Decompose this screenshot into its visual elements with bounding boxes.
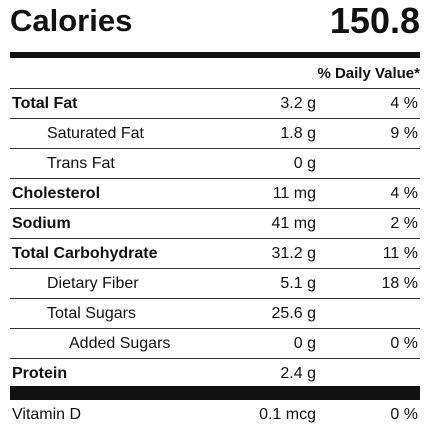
nutrient-daily-value: 9 %: [390, 125, 418, 142]
nutrient-row: Total Carbohydrate 31.2 g 11 %: [10, 239, 420, 269]
nutrient-amount: 2.4 g: [280, 365, 316, 382]
nutrient-name: Trans Fat: [47, 155, 115, 172]
daily-value-header: % Daily Value*: [317, 65, 420, 82]
nutrient-amount: 31.2 g: [271, 245, 316, 262]
nutrient-name: Protein: [12, 365, 68, 382]
nutrient-amount: 5.1 g: [280, 275, 316, 292]
nutrient-name: Added Sugars: [69, 335, 171, 352]
calories-title: Calories: [10, 3, 133, 38]
nutrient-name: Total Carbohydrate: [12, 245, 158, 262]
nutrient-row: Sodium 41 mg 2 %: [10, 209, 420, 239]
nutrient-table: Total Fat 3.2 g 4 % Saturated Fat 1.8 g …: [10, 89, 420, 389]
vitamin-name: Vitamin D: [12, 406, 82, 423]
nutrient-name: Sodium: [12, 215, 71, 232]
nutrient-amount: 25.6 g: [271, 305, 316, 322]
nutrient-name: Saturated Fat: [47, 125, 144, 142]
nutrient-name: Total Fat: [12, 95, 78, 112]
nutrient-daily-value: 18 %: [381, 275, 418, 292]
nutrient-daily-value: 0 %: [390, 335, 418, 352]
nutrient-row: Dietary Fiber 5.1 g 18 %: [10, 269, 420, 299]
nutrient-row: Total Sugars 25.6 g: [10, 299, 420, 329]
nutrient-daily-value: 11 %: [382, 245, 418, 262]
nutrient-row: Protein 2.4 g: [10, 359, 420, 389]
nutrient-amount: 0 g: [293, 155, 316, 172]
daily-value-header-row: % Daily Value*: [10, 60, 420, 89]
nutrient-name: Total Sugars: [47, 305, 136, 322]
calories-header: Calories 150.8: [10, 0, 420, 44]
nutrient-amount: 3.2 g: [280, 95, 316, 112]
nutrient-name: Dietary Fiber: [47, 275, 139, 292]
nutrient-daily-value: 4 %: [390, 95, 418, 112]
top-divider-bar: [10, 52, 420, 58]
nutrient-daily-value: 2 %: [390, 215, 418, 232]
nutrient-amount: 0 g: [293, 335, 316, 352]
vitamin-row: Vitamin D 0.1 mcg 0 %: [10, 402, 420, 428]
calories-value: 150.8: [329, 0, 420, 41]
vitamin-daily-value: 0 %: [390, 406, 418, 423]
nutrient-name: Cholesterol: [12, 185, 101, 202]
nutrient-row: Saturated Fat 1.8 g 9 %: [10, 119, 420, 149]
nutrient-row: Total Fat 3.2 g 4 %: [10, 89, 420, 119]
nutrient-amount: 11 mg: [272, 185, 316, 202]
vitamin-amount: 0.1 mcg: [259, 406, 316, 423]
nutrient-daily-value: 4 %: [390, 185, 418, 202]
nutrient-amount: 1.8 g: [280, 125, 316, 142]
bottom-divider-bar: [10, 386, 420, 400]
nutrient-row: Added Sugars 0 g 0 %: [10, 329, 420, 359]
nutrient-row: Cholesterol 11 mg 4 %: [10, 179, 420, 209]
nutrient-row: Trans Fat 0 g: [10, 149, 420, 179]
nutrient-amount: 41 mg: [271, 215, 316, 232]
